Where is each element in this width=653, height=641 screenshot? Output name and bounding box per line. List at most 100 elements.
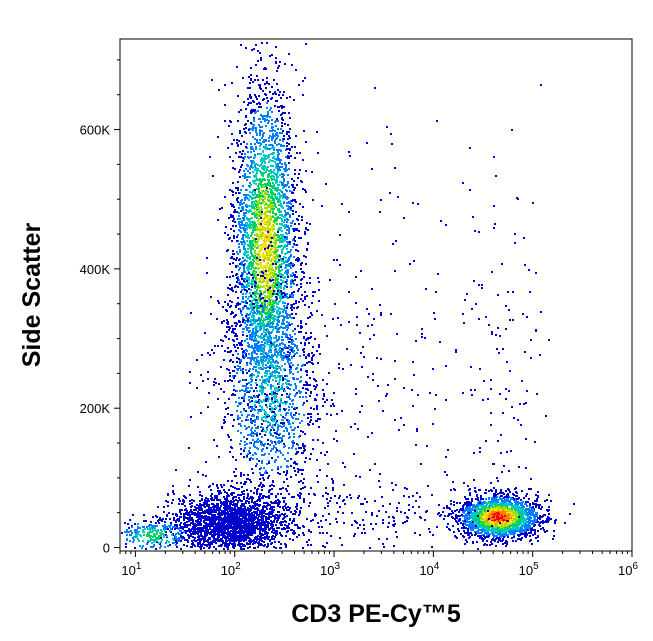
event-dot (256, 212, 258, 214)
event-dot (267, 251, 269, 253)
event-dot (274, 203, 276, 205)
event-dot (284, 267, 286, 269)
event-dot (282, 145, 284, 147)
event-dot (295, 313, 297, 315)
event-dot (279, 91, 281, 93)
event-dot (255, 96, 257, 98)
event-dot (244, 131, 246, 133)
event-dot (231, 143, 233, 145)
event-dot (250, 128, 252, 130)
event-dot (235, 265, 237, 267)
event-dot (285, 185, 287, 187)
event-dot (256, 103, 258, 105)
event-dot (251, 205, 253, 207)
event-dot (275, 242, 277, 244)
event-dot (292, 239, 294, 241)
event-dot (281, 166, 283, 168)
event-dot (265, 217, 267, 219)
event-dot (232, 167, 234, 169)
event-dot (259, 118, 261, 120)
event-dot (281, 336, 283, 338)
event-dot (219, 208, 221, 210)
event-dot (287, 138, 289, 140)
event-dot (277, 187, 279, 189)
event-dot (241, 264, 243, 266)
event-dot (281, 230, 283, 232)
event-dot (241, 223, 243, 225)
event-dot (247, 267, 249, 269)
event-dot (254, 165, 256, 167)
event-dot (269, 309, 271, 311)
event-dot (242, 150, 244, 152)
event-dot (250, 227, 252, 229)
event-dot (227, 249, 229, 251)
event-dot (275, 256, 277, 258)
event-dot (286, 145, 288, 147)
event-dot (275, 133, 277, 135)
event-dot (255, 127, 257, 129)
event-dot (247, 254, 249, 256)
event-dot (277, 288, 279, 290)
event-dot (294, 199, 296, 201)
event-dot (259, 134, 261, 136)
event-dot (279, 189, 281, 191)
event-dot (245, 250, 247, 252)
event-dot (224, 335, 226, 337)
event-dot (255, 214, 257, 216)
event-dot (254, 94, 256, 96)
event-dot (274, 251, 276, 253)
event-dot (254, 347, 256, 349)
event-dot (274, 341, 276, 343)
event-dot (253, 299, 255, 301)
event-dot (273, 411, 275, 413)
event-dot (284, 276, 286, 278)
event-dot (262, 199, 264, 201)
event-dot (253, 357, 255, 359)
event-dot (263, 347, 265, 349)
event-dot (227, 294, 229, 296)
event-dot (272, 371, 274, 373)
event-dot (235, 187, 237, 189)
event-dot (282, 339, 284, 341)
event-dot (288, 314, 290, 316)
event-dot (271, 86, 273, 88)
event-dot (289, 117, 291, 119)
event-dot (246, 240, 248, 242)
event-dot (236, 211, 238, 213)
event-dot (255, 44, 257, 46)
event-dot (244, 243, 246, 245)
event-dot (238, 215, 240, 217)
event-dot (237, 189, 239, 191)
event-dot (249, 87, 251, 89)
event-dot (269, 116, 271, 118)
event-dot (229, 120, 231, 122)
event-dot (276, 144, 278, 146)
event-dot (238, 223, 240, 225)
event-dot (262, 186, 264, 188)
event-dot (273, 201, 275, 203)
event-dot (263, 329, 265, 331)
event-dot (308, 306, 310, 308)
event-dot (267, 234, 269, 236)
event-dot (296, 276, 298, 278)
event-dot (236, 236, 238, 238)
event-dot (274, 318, 276, 320)
event-dot (254, 203, 256, 205)
event-dot (229, 276, 231, 278)
event-dot (252, 314, 254, 316)
event-dot (247, 87, 249, 89)
event-dot (301, 278, 303, 280)
event-dot (263, 115, 265, 117)
event-dot (269, 377, 271, 379)
event-dot (262, 353, 264, 355)
event-dot (242, 185, 244, 187)
event-dot (251, 264, 253, 266)
event-dot (282, 193, 284, 195)
event-dot (268, 256, 270, 258)
event-dot (269, 234, 271, 236)
event-dot (247, 248, 249, 250)
event-dot (279, 241, 281, 243)
event-dot (239, 267, 241, 269)
event-dot (241, 314, 243, 316)
event-dot (251, 324, 253, 326)
